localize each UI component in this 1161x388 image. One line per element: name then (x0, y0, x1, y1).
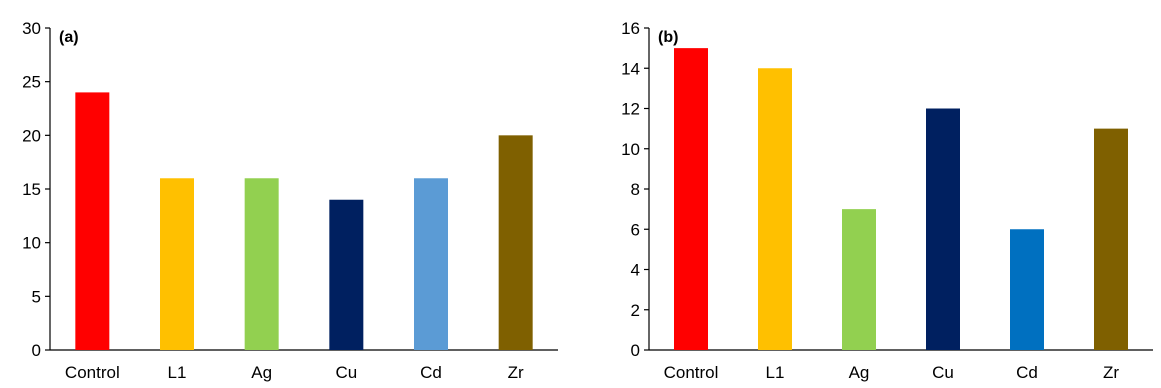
x-tick-label: Cu (335, 363, 357, 382)
chart-b-svg: 0 2 4 6 8 10 12 14 16 Control L1 Ag Cu Cd Zr (b) (621, 19, 1153, 382)
x-tick-label: Cd (1016, 363, 1038, 382)
panel-label: (a) (59, 29, 79, 46)
bar-cd (1010, 229, 1044, 350)
bar-ag (244, 178, 279, 350)
bar-l1 (160, 178, 194, 350)
y-tick-label: 5 (32, 287, 41, 306)
y-tick-label: 30 (22, 19, 41, 38)
x-tick-label: Zr (508, 363, 524, 382)
bar-zr (1094, 128, 1128, 350)
bar-control (75, 92, 110, 351)
y-tick-label: 4 (631, 261, 640, 280)
bar-l1 (758, 68, 792, 350)
bar-ag (842, 209, 876, 350)
x-tick-label: Cu (932, 363, 954, 382)
panel-label: (b) (658, 29, 678, 46)
x-tick-label: Control (664, 363, 719, 382)
x-tick-label: Ag (849, 363, 870, 382)
bar-cd (414, 178, 448, 350)
y-tick-label: 8 (631, 180, 640, 199)
bar-cu (329, 199, 364, 350)
y-tick-label: 10 (22, 234, 41, 253)
y-tick-label: 14 (621, 59, 640, 78)
chart-panel-a: 0 5 10 15 20 25 30 Control L1 Ag Cu Cd Zr (a) (0, 0, 580, 388)
y-tick-label: 6 (631, 220, 640, 239)
x-tick-label: Zr (1103, 363, 1119, 382)
y-tick-label: 25 (22, 73, 41, 92)
x-tick-label: Cd (420, 363, 442, 382)
chart-a-svg: 0 5 10 15 20 25 30 Control L1 Ag Cu Cd Zr (a) (22, 19, 558, 382)
x-tick-label: Control (65, 363, 120, 382)
bar-zr (498, 135, 533, 350)
y-tick-label: 2 (631, 301, 640, 320)
y-tick-label: 10 (621, 140, 640, 159)
x-tick-label: L1 (766, 363, 785, 382)
y-tick-label: 15 (22, 180, 41, 199)
bar-cu (926, 108, 960, 350)
y-tick-label: 16 (621, 19, 640, 38)
bar-control (674, 48, 708, 350)
y-tick-label: 0 (32, 341, 41, 360)
y-tick-label: 0 (631, 341, 640, 360)
x-tick-label: L1 (168, 363, 187, 382)
y-tick-label: 20 (22, 126, 41, 145)
chart-panel-b: 0 2 4 6 8 10 12 14 16 Control L1 Ag Cu Cd Zr (b) (580, 0, 1161, 388)
x-tick-label: Ag (251, 363, 272, 382)
y-tick-label: 12 (621, 100, 640, 119)
